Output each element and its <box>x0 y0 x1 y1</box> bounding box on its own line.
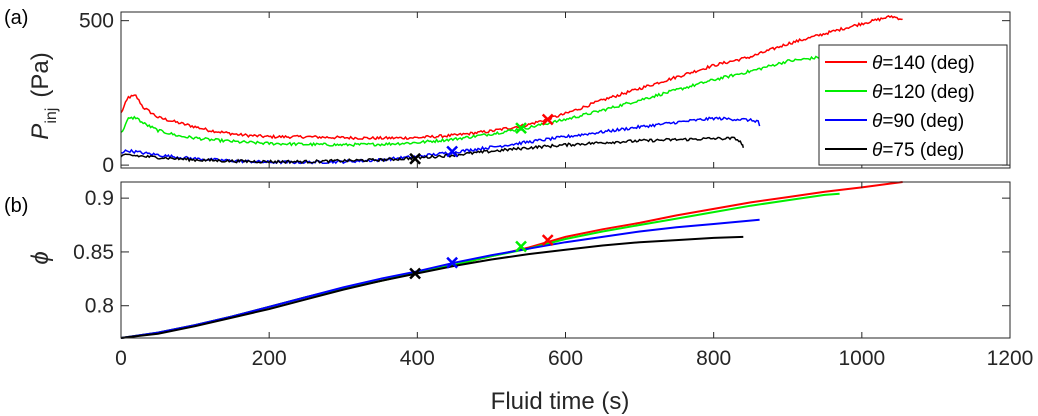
panel-a-series <box>120 14 903 165</box>
legend-item: θ=140 (deg) <box>825 53 975 74</box>
transition-marker-1-2 <box>446 256 459 269</box>
panel-b-series <box>120 181 903 339</box>
legend-label: θ=90 (deg) <box>872 111 964 132</box>
series-line-1-3 <box>120 235 744 339</box>
xtick-label: 200 <box>252 347 287 370</box>
legend-label: θ=120 (deg) <box>872 82 975 103</box>
ytick-label: 0.8 <box>85 295 114 318</box>
ytick-label: 0.9 <box>85 187 114 210</box>
series-line-1-2 <box>120 218 760 339</box>
panel-b-markers <box>409 234 554 280</box>
xtick-label: 0 <box>115 347 127 370</box>
panel-a: (a) Pinj (Pa) 0 500 θ=140 (deg) θ=120 (deg)… <box>4 7 1011 177</box>
transition-marker-1-1 <box>515 240 527 253</box>
panel-a-ylabel-unit: (Pa) <box>27 52 54 97</box>
ytick-label: 0 <box>102 154 114 177</box>
xtick-label: 1200 <box>987 347 1034 370</box>
panel-a-ylabel: Pinj (Pa) <box>27 52 60 139</box>
xtick-label: 1000 <box>838 347 885 370</box>
legend-item: θ=75 (deg) <box>825 140 964 161</box>
svg-text:Pinj(Pa): Pinj (Pa) <box>27 52 60 139</box>
series-line-0-0 <box>120 14 903 141</box>
xtick-label: 800 <box>696 347 731 370</box>
panel-b: (b) ϕ 0.8 0.85 0.9 0 200 400 600 800 1000 1200 <box>4 181 1033 370</box>
panel-b-xticks: 0 200 400 600 800 1000 1200 <box>115 347 1033 370</box>
series-line-0-1 <box>120 53 840 148</box>
panel-a-ylabel-main: P <box>27 124 54 140</box>
legend-label: θ=140 (deg) <box>872 53 975 74</box>
panel-b-label: (b) <box>4 195 28 217</box>
panel-a-frame <box>120 11 1011 169</box>
transition-marker-0-1 <box>515 122 527 135</box>
panel-a-label: (a) <box>4 7 28 29</box>
panel-a-markers <box>409 113 554 165</box>
transition-marker-1-0 <box>541 234 554 246</box>
legend-label: θ=75 (deg) <box>872 140 964 161</box>
series-line-0-3 <box>120 136 745 165</box>
panel-b-yticks: 0.8 0.85 0.9 <box>73 182 1011 338</box>
ytick-label: 0.85 <box>73 241 114 264</box>
transition-marker-0-2 <box>446 145 459 158</box>
ytick-label: 500 <box>79 10 114 33</box>
x-axis-label: Fluid time (s) <box>491 388 630 415</box>
xtick-label: 400 <box>400 347 435 370</box>
legend-box <box>818 44 1008 166</box>
transition-marker-1-3 <box>409 267 421 280</box>
legend: θ=140 (deg) θ=120 (deg) θ=90 (deg) θ=75 (de… <box>818 44 1008 166</box>
transition-marker-0-3 <box>409 152 421 165</box>
panel-b-frame <box>120 181 1011 339</box>
xtick-label: 600 <box>548 347 583 370</box>
legend-item: θ=90 (deg) <box>825 111 964 132</box>
transition-marker-0-0 <box>541 113 554 126</box>
legend-item: θ=120 (deg) <box>825 82 975 103</box>
panel-b-ylabel: ϕ <box>27 251 54 264</box>
panel-a-ylabel-sub: inj <box>43 108 60 124</box>
